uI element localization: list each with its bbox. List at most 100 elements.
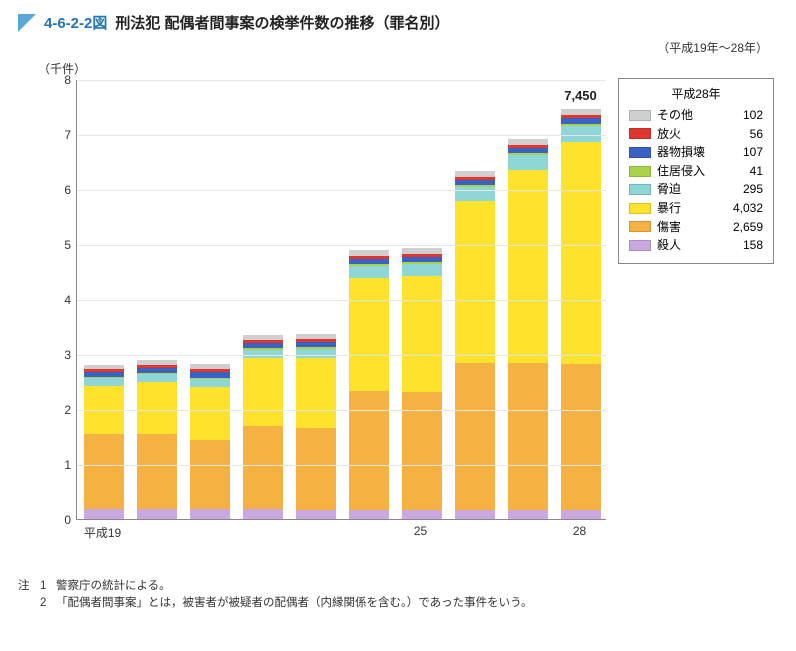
title-marker-icon [18,14,36,32]
bar-segment-murder [84,509,124,519]
gridline [77,465,606,466]
legend-row-murder: 殺人 158 [629,236,763,255]
legend-value: 4,032 [721,199,763,218]
legend-swatch-icon [629,240,651,251]
bar-segment-assault [137,382,177,434]
y-tick-label: 5 [64,238,77,252]
bar-segment-assault [402,276,442,392]
legend-name: 器物損壊 [657,143,715,162]
bar [190,364,230,519]
legend-value: 41 [721,162,763,181]
chart: （千件） 7,450 012345678 平成192528 平成28年 その他1… [18,58,778,568]
y-tick-label: 7 [64,128,77,142]
legend-row-damage: 器物損壊 107 [629,143,763,162]
y-axis-label: （千件） [38,60,86,77]
legend-swatch-icon [629,184,651,195]
legend-swatch-icon [629,110,651,121]
bar-segment-injury [296,428,336,510]
y-tick-label: 4 [64,293,77,307]
legend-name: 傷害 [657,218,715,237]
legend-name: 放火 [657,125,715,144]
bar-segment-injury [508,363,548,510]
bar-segment-murder [243,509,283,519]
gridline [77,245,606,246]
figure-number: 4-6-2-2図 [44,12,107,33]
footnote-line: 注1警察庁の統計による。 [18,578,778,595]
bar-segment-threat [84,378,124,386]
y-tick-label: 6 [64,183,77,197]
legend-value: 158 [721,236,763,255]
bar-segment-murder [137,509,177,519]
footnotes: 注1警察庁の統計による。2「配偶者間事案」とは，被害者が被疑者の配偶者（内縁関係… [18,578,778,613]
gridline [77,190,606,191]
legend-row-injury: 傷害 2,659 [629,218,763,237]
bar-segment-murder [455,510,495,519]
legend-value: 102 [721,106,763,125]
bar-segment-murder [402,510,442,519]
legend-name: 暴行 [657,199,715,218]
x-tick-label: 25 [414,524,427,538]
legend-value: 2,659 [721,218,763,237]
bar-segment-assault [349,278,389,391]
legend-row-trespass: 住居侵入 41 [629,162,763,181]
legend-name: 住居侵入 [657,162,715,181]
bar-segment-murder [561,510,601,519]
bar-segment-threat [402,264,442,276]
legend-swatch-icon [629,128,651,139]
legend-row-assault: 暴行 4,032 [629,199,763,218]
bar-segment-murder [190,509,230,519]
bar-segment-injury [561,364,601,510]
footnote-line: 2「配偶者間事案」とは，被害者が被疑者の配偶者（内縁関係を含む。）であった事件を… [18,595,778,612]
bar-segment-injury [190,440,230,509]
legend-swatch-icon [629,203,651,214]
bar-segment-injury [455,363,495,510]
bar-segment-assault [296,358,336,428]
y-tick-label: 3 [64,348,77,362]
legend-name: その他 [657,106,715,125]
bar [137,360,177,519]
bar-segment-assault [508,170,548,363]
bar-segment-threat [137,374,177,382]
gridline [77,300,606,301]
bar-segment-assault [561,142,601,364]
legend: 平成28年 その他 102 放火 56 器物損壊 107 住居侵入 41 脅迫 295 暴行 4,03… [618,78,774,264]
bar-segment-threat [296,349,336,358]
x-tick-label: 平成19 [84,524,121,541]
figure-header: 4-6-2-2図 刑法犯 配偶者間事案の検挙件数の推移（罪名別） [18,12,778,33]
bar [84,365,124,519]
legend-row-other: その他 102 [629,106,763,125]
y-tick-label: 1 [64,458,77,472]
peak-label: 7,450 [564,88,597,103]
bar [349,250,389,519]
legend-swatch-icon [629,147,651,158]
bar-segment-assault [455,201,495,363]
gridline [77,135,606,136]
bar-segment-murder [349,510,389,519]
bar [508,139,548,519]
bar [455,171,495,519]
plot-area: 7,450 012345678 [76,80,606,520]
bar-segment-assault [243,358,283,426]
legend-row-arson: 放火 56 [629,125,763,144]
gridline [77,80,606,81]
y-tick-label: 8 [64,73,77,87]
legend-value: 295 [721,180,763,199]
bar-segment-threat [190,379,230,387]
legend-row-threat: 脅迫 295 [629,180,763,199]
legend-name: 殺人 [657,236,715,255]
y-tick-label: 2 [64,403,77,417]
legend-swatch-icon [629,166,651,177]
bar-segment-injury [137,434,177,509]
bar-segment-murder [296,510,336,519]
gridline [77,410,606,411]
gridline [77,355,606,356]
bar [402,248,442,519]
legend-value: 107 [721,143,763,162]
legend-value: 56 [721,125,763,144]
period-label: （平成19年〜28年） [18,39,768,56]
x-tick-label: 28 [573,524,586,538]
bar [243,335,283,519]
legend-name: 脅迫 [657,180,715,199]
legend-title: 平成28年 [629,85,763,102]
x-axis-ticks: 平成19 25 28 [76,524,606,544]
